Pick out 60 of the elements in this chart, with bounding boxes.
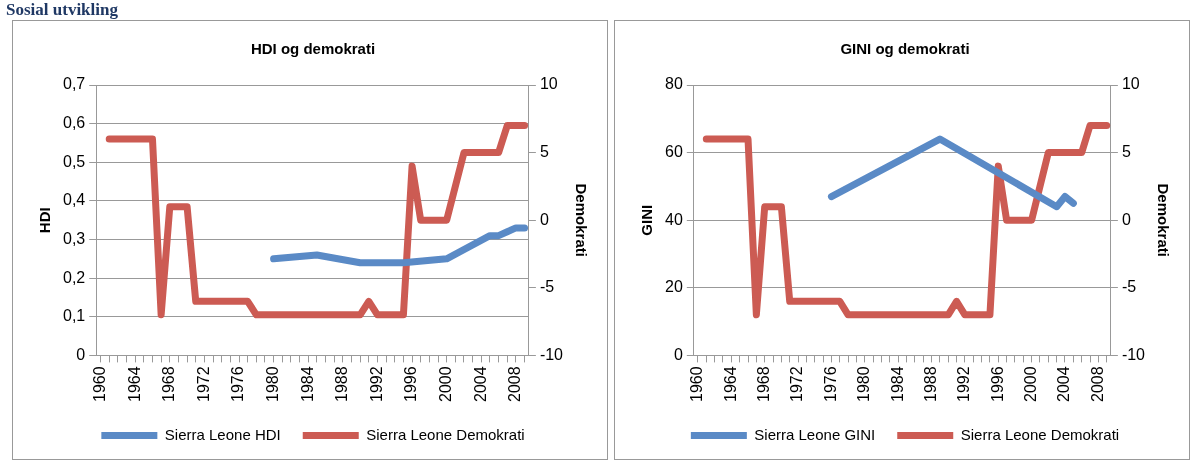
x-tick-label: 2008 [1088,366,1106,402]
x-tick-label: 1976 [229,366,247,402]
y-tick-label: 0,4 [62,191,86,209]
chart-title: GINI og demokrati [840,40,970,58]
legend-label: Sierra Leone Demokrati [960,425,1120,443]
y-tick-label: 0,2 [62,268,86,286]
x-tick-label: 1980 [855,366,873,402]
y-tick-label: 0 [673,345,683,363]
y2-tick-label: -5 [1121,278,1137,296]
y-tick-label: 60 [665,143,683,161]
x-tick-label: 2000 [437,366,455,402]
x-tick-label: 2004 [471,366,489,402]
y2-tick-label: 5 [1121,143,1131,161]
y2-tick-label: 10 [539,75,558,93]
y-tick-label: 40 [665,210,683,228]
y2-tick-label: -10 [539,345,564,363]
x-tick-label: 1988 [921,366,939,402]
y-tick-label: 80 [665,75,683,93]
y-tick-label: 20 [665,278,683,296]
x-tick-label: 1992 [955,366,973,402]
y2-tick-label: -10 [1121,345,1146,363]
text: Sosial utvikling [6,0,118,20]
x-tick-label: 2008 [506,366,524,402]
y2-tick-label: -5 [539,278,555,296]
x-tick-label: 1984 [888,366,906,402]
y-tick-label: 0,7 [62,75,86,93]
x-tick-label: 1972 [788,366,806,402]
y-axis-title: HDI [36,207,54,234]
y-axis-title: GINI [638,204,656,236]
x-tick-label: 1980 [264,366,282,402]
y2-tick-label: 0 [539,210,549,228]
y-tick-label: 0,5 [62,152,86,170]
legend-label: Sierra Leone HDI [164,425,281,443]
y-tick-label: 0,3 [62,229,86,247]
chart-title: HDI og demokrati [250,40,376,58]
y-tick-label: 0,6 [62,114,86,132]
x-tick-label: 1988 [333,366,351,402]
x-tick-label: 1996 [402,366,420,402]
x-tick-label: 2000 [1022,366,1040,402]
x-tick-label: 1964 [125,366,143,402]
x-tick-label: 1976 [821,366,839,402]
y2-axis-title: Demokrati [1154,183,1172,257]
y-tick-label: 0 [76,345,86,363]
x-tick-label: 1992 [367,366,385,402]
x-tick-label: 1984 [298,366,316,402]
legend-label: Sierra Leone Demokrati [366,425,525,443]
y2-tick-label: 0 [1121,210,1131,228]
y2-axis-title: Demokrati [572,183,590,257]
x-tick-label: 2004 [1055,366,1073,402]
x-tick-label: 1968 [160,366,178,402]
x-tick-label: 1996 [988,366,1006,402]
y-tick-label: 0,1 [62,307,86,325]
x-tick-label: 1972 [194,366,212,402]
x-tick-label: 1960 [688,366,706,402]
y2-tick-label: 10 [1121,75,1140,93]
x-tick-label: 1960 [90,366,108,402]
y2-tick-label: 5 [539,143,549,161]
legend-label: Sierra Leone GINI [754,425,876,443]
x-tick-label: 1968 [755,366,773,402]
x-tick-label: 1964 [721,366,739,402]
